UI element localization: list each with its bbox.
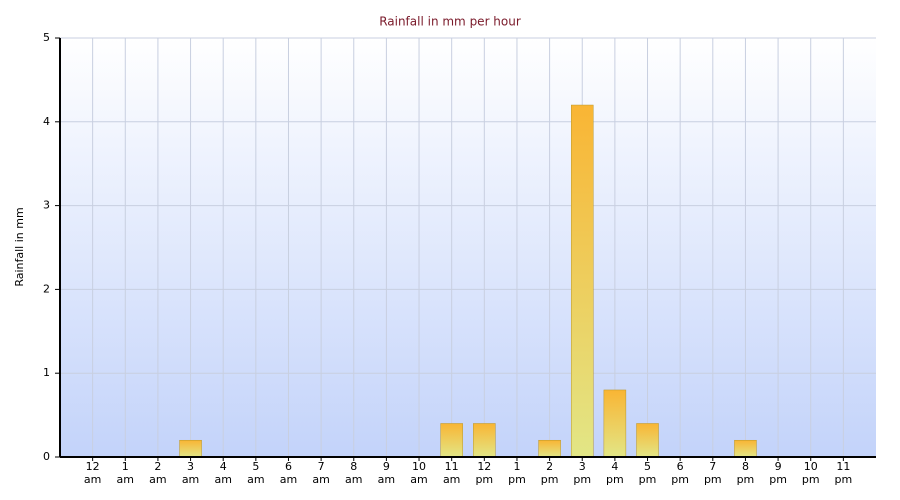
- x-tick-label: 2 am: [149, 460, 167, 486]
- bar: [473, 423, 496, 458]
- y-axis-label: Rainfall in mm: [13, 207, 26, 286]
- plot-area: [60, 38, 876, 457]
- x-tick-label: 9 am: [377, 460, 396, 486]
- y-tick-label: 0: [43, 450, 50, 463]
- bar: [440, 423, 463, 458]
- y-tick-label: 3: [43, 199, 50, 212]
- x-tick-label: 6 pm: [671, 460, 689, 486]
- x-tick-label: 10 pm: [801, 460, 820, 486]
- x-tick-label: 8 pm: [736, 460, 755, 486]
- x-tick-label: 4 pm: [606, 460, 624, 486]
- x-tick-label: 1 am: [116, 460, 134, 486]
- x-tick-label: 1 pm: [508, 460, 526, 486]
- bar: [603, 389, 627, 458]
- x-tick-label: 9 pm: [769, 460, 787, 486]
- x-tick-label: 2 pm: [540, 460, 559, 486]
- x-tick-label: 11 pm: [834, 460, 853, 486]
- x-tick-label: 5 am: [247, 460, 265, 486]
- x-tick-label: 10 am: [410, 460, 428, 486]
- x-tick-label: 5 pm: [638, 460, 657, 486]
- bar: [538, 439, 561, 458]
- y-tick-label: 1: [43, 366, 50, 379]
- bar: [179, 439, 202, 458]
- x-tick-label: 12 am: [83, 460, 102, 486]
- bar: [636, 423, 659, 458]
- x-tick-label: 11 am: [442, 460, 461, 486]
- y-tick-label: 4: [43, 115, 50, 128]
- x-tick-label: 7 am: [312, 460, 330, 486]
- x-tick-label: 3 pm: [573, 460, 592, 486]
- x-tick-label: 12 pm: [475, 460, 494, 486]
- chart-title: Rainfall in mm per hour: [379, 15, 521, 29]
- x-tick-label: 8 am: [345, 460, 363, 486]
- bar: [570, 104, 594, 458]
- x-tick-label: 3 am: [181, 460, 200, 486]
- x-tick-label: 7 pm: [703, 460, 722, 486]
- bar: [734, 439, 757, 458]
- x-tick-label: 4 am: [214, 460, 232, 486]
- y-tick-label: 5: [43, 31, 50, 44]
- y-tick-label: 2: [43, 282, 50, 295]
- x-tick-label: 6 am: [279, 460, 298, 486]
